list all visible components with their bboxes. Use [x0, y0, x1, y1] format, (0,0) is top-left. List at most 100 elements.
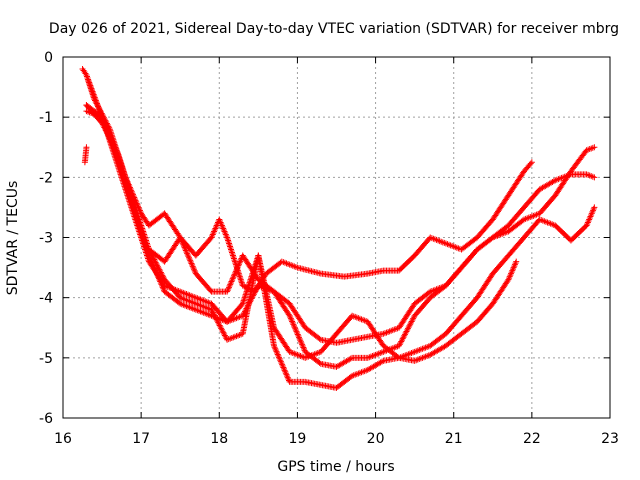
axis-ticks: 16 17 18 19 20 21 22 23 0 -1 -2 -3 -4 -5 -6 [39, 50, 619, 447]
data-point [288, 317, 295, 324]
data-point [152, 259, 159, 266]
data-point [290, 321, 297, 328]
grid [63, 57, 610, 418]
y-tick-label: -6 [39, 411, 53, 427]
data-point [286, 312, 293, 319]
data-point [212, 313, 219, 320]
data-point [178, 237, 185, 244]
data-point [177, 234, 184, 241]
data-point [235, 262, 242, 269]
data-point [235, 261, 242, 268]
data-point [151, 257, 158, 264]
data-point [297, 338, 304, 345]
data-point [282, 370, 289, 377]
data-point [189, 261, 196, 268]
data-point [270, 342, 277, 349]
y-tick-label: 0 [44, 50, 53, 66]
data-point [527, 160, 534, 167]
y-tick-label: -5 [39, 351, 53, 367]
data-point [513, 258, 520, 265]
data-point [300, 344, 307, 351]
data-point [155, 265, 162, 272]
data-point [149, 253, 156, 260]
data-point [209, 309, 216, 316]
y-axis-label: SDTVAR / TECUs [5, 181, 21, 296]
data-point [287, 314, 294, 321]
data-point [285, 311, 292, 318]
data-point [409, 317, 416, 324]
data-point [154, 262, 161, 269]
data-point [295, 332, 302, 339]
data-point [402, 329, 409, 336]
data-point [233, 266, 240, 273]
data-point [224, 288, 231, 295]
data-point [297, 337, 304, 344]
data-point [294, 331, 301, 338]
data-point [185, 254, 192, 261]
data-point [225, 285, 232, 292]
data-point [275, 354, 282, 361]
data-point [234, 264, 241, 271]
data-point [151, 256, 158, 263]
data-point [591, 144, 598, 151]
data-point [239, 312, 246, 319]
data-point [398, 338, 405, 345]
data-point [215, 321, 222, 328]
data-point [207, 287, 214, 294]
data-point [271, 344, 278, 351]
data-point [182, 246, 189, 253]
data-point [528, 159, 535, 166]
data-point [295, 334, 302, 341]
data-point [408, 318, 415, 325]
data-point [183, 248, 190, 255]
chart-title: Day 026 of 2021, Sidereal Day-to-day VTE… [49, 21, 619, 37]
data-point [281, 367, 288, 374]
data-point [222, 333, 229, 340]
data-point [228, 278, 235, 285]
data-point [404, 327, 411, 334]
data-point [284, 373, 291, 380]
data-point [289, 318, 296, 325]
data-point [230, 272, 237, 279]
data-point [187, 257, 194, 264]
data-point [289, 319, 296, 326]
data-point [276, 355, 283, 362]
data-point [292, 325, 299, 332]
data-point [237, 258, 244, 265]
data-point [224, 287, 231, 294]
data-point [154, 263, 161, 270]
data-point [401, 332, 408, 339]
data-point [399, 335, 406, 342]
data-point [182, 247, 189, 254]
data-point [280, 364, 287, 371]
x-tick-label: 23 [601, 431, 619, 447]
data-point [285, 376, 292, 383]
data-point [282, 368, 289, 375]
data-point [190, 264, 197, 271]
data-point [227, 281, 234, 288]
data-point [220, 329, 227, 336]
data-point [300, 345, 307, 352]
data-point [227, 279, 234, 286]
data-point [283, 371, 290, 378]
data-point [231, 271, 238, 278]
data-point [187, 259, 194, 266]
data-point [186, 256, 193, 263]
data-point [347, 355, 354, 362]
x-tick-label: 20 [367, 431, 385, 447]
data-point [407, 319, 414, 326]
data-point [234, 265, 241, 272]
data-point [230, 274, 237, 281]
data-point [591, 204, 598, 211]
data-point [284, 374, 291, 381]
data-marks [79, 66, 598, 391]
data-point [208, 306, 215, 313]
data-point [298, 340, 305, 347]
data-point [177, 235, 184, 242]
data-point [215, 319, 222, 326]
plot-frame [62, 56, 611, 419]
x-tick-label: 21 [445, 431, 463, 447]
data-point [180, 243, 187, 250]
x-tick-label: 16 [54, 431, 72, 447]
data-point [299, 343, 306, 350]
